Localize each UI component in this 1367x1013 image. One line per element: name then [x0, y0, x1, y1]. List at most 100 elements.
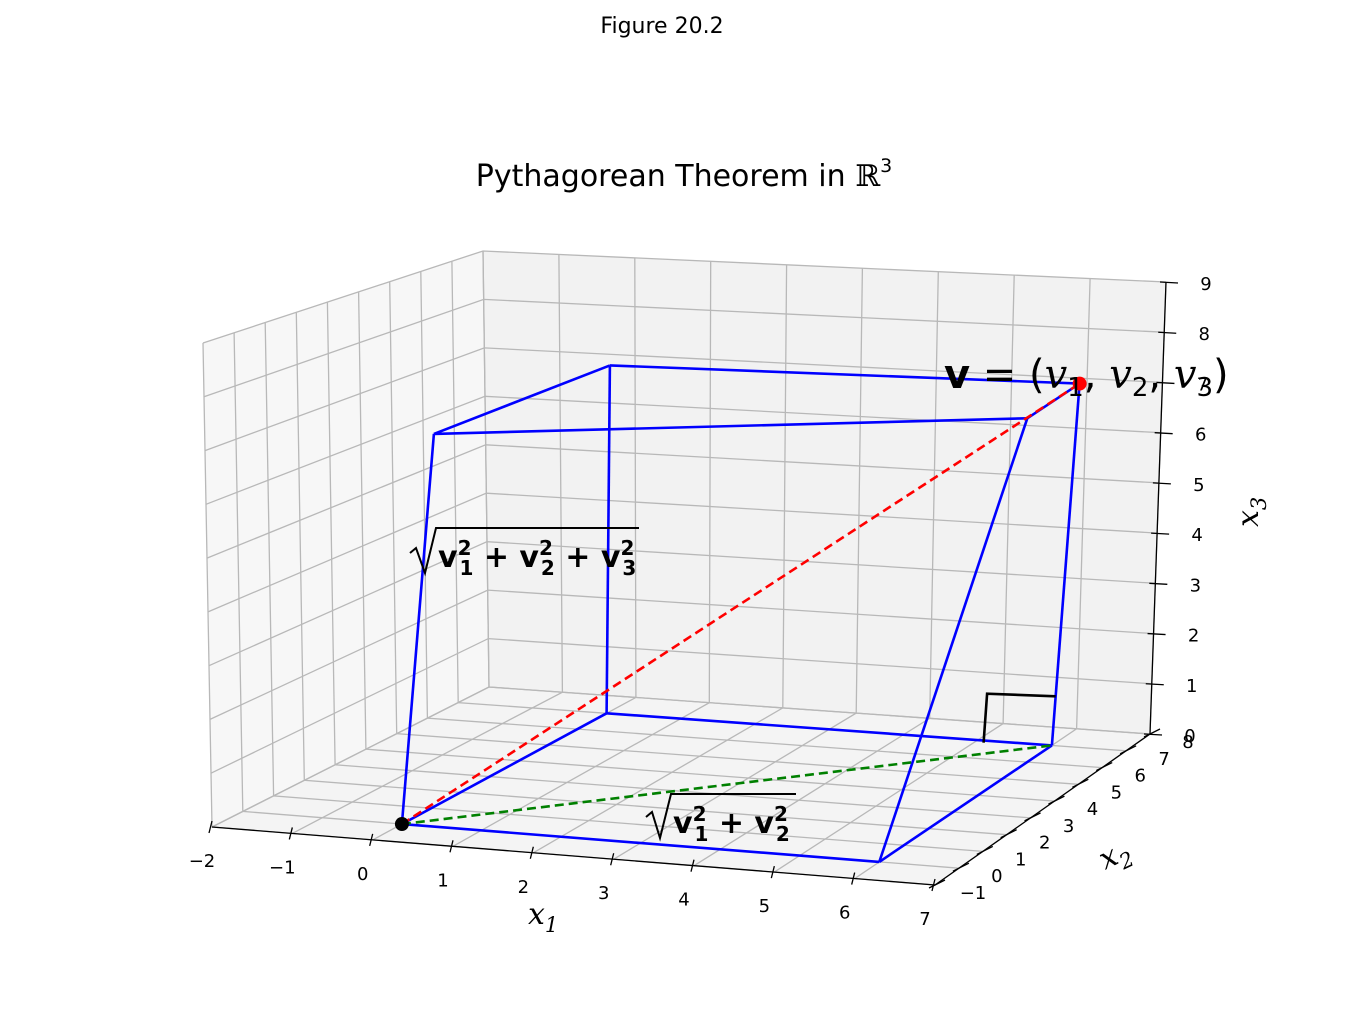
- x3-tick: [1152, 482, 1171, 485]
- x3-tick: [1143, 733, 1163, 736]
- x3-tick: [1156, 381, 1175, 385]
- x2-tick-label: 1: [1015, 849, 1026, 870]
- x2-tick-label: 0: [991, 866, 1002, 887]
- x3-tick-label: 0: [1184, 726, 1195, 747]
- plot-area: [394, 364, 1087, 864]
- right-angle-marker: [982, 692, 1056, 743]
- box-edge: [1050, 383, 1081, 746]
- x1-tick: [529, 846, 534, 859]
- pane-left: [203, 251, 489, 827]
- x2-tick-label: 6: [1134, 766, 1145, 787]
- x1-tick-label: 0: [357, 864, 368, 885]
- gridline-z: [203, 298, 1165, 398]
- x3-tick-label: 5: [1193, 475, 1204, 496]
- x3-tick-label: 3: [1190, 575, 1201, 596]
- x3-tick-label: 1: [1186, 676, 1197, 697]
- x1-tick-label: −1: [269, 857, 296, 878]
- pane-back: [483, 251, 1166, 734]
- gridline-z: [204, 347, 1163, 452]
- x1-tick-label: 6: [839, 903, 850, 924]
- chart-title: Pythagorean Theorem in ℝ3: [476, 155, 892, 194]
- gridline-z: [208, 541, 1156, 667]
- x1-tick-label: 1: [437, 870, 448, 891]
- gridline-z: [207, 492, 1158, 613]
- x2-tick-label: 7: [1158, 749, 1169, 770]
- svg-text:v21 + v22 + v23: v2 1 + v2 2 + v2 3: [438, 536, 636, 580]
- space-diagonal: [401, 382, 1081, 826]
- x1-tick-label: 4: [678, 890, 689, 911]
- box-edge: [401, 822, 880, 864]
- vector-annotation: v = (v1, v2, v3): [944, 352, 1229, 403]
- x3-tick: [1145, 683, 1164, 686]
- chart-title-text: Pythagorean Theorem in: [476, 159, 855, 194]
- x1-tick: [369, 833, 374, 847]
- vector-point: [1072, 376, 1087, 391]
- origin-point: [394, 817, 409, 832]
- x1-tick-label: 3: [598, 883, 609, 904]
- diagonal-length-annotation: v2 1 + v2 2 + v2 3: [409, 527, 639, 580]
- x2-tick-label: 8: [1182, 732, 1193, 753]
- x3-tick: [1149, 582, 1168, 585]
- x2-tick-label: 4: [1087, 799, 1098, 820]
- x3-tick: [1147, 632, 1166, 636]
- x3-axis-label: x3: [1231, 497, 1271, 527]
- box-edge: [878, 744, 1053, 863]
- box-edge: [400, 433, 436, 825]
- box-edge: [609, 364, 1080, 385]
- x2-tick: [1072, 778, 1089, 788]
- x1-tick-label: 2: [518, 877, 529, 898]
- x3-tick: [1154, 432, 1173, 435]
- x1-tick: [851, 872, 856, 885]
- x3-tick: [1158, 331, 1177, 334]
- x1-tick: [610, 853, 615, 866]
- x2-tick-label: 5: [1111, 782, 1122, 803]
- x2-axis-label: x2: [1093, 832, 1138, 881]
- x2-tick-label: −1: [960, 883, 987, 904]
- x1-axis-label: x1: [528, 897, 558, 937]
- x3-tick-label: 2: [1188, 626, 1199, 647]
- x1-tick: [208, 820, 213, 834]
- x3-tick-label: 6: [1195, 425, 1206, 446]
- x2-tick: [1048, 795, 1065, 805]
- box-edge: [433, 364, 611, 436]
- x1-tick-label: −2: [189, 851, 216, 872]
- x2-tick-label: 2: [1039, 833, 1050, 854]
- x3-tick: [1151, 532, 1170, 535]
- x1-tick: [931, 878, 936, 892]
- x1-tick-label: 5: [759, 896, 770, 917]
- figure-suptitle: Figure 20.2: [600, 14, 723, 39]
- x3-tick-label: 9: [1200, 274, 1211, 295]
- vector-annotation-rest: = (: [970, 352, 1045, 398]
- x1-axis-line: [211, 826, 936, 886]
- box-edge: [606, 712, 1052, 747]
- base-length-annotation: v2 1 + v2 2: [645, 793, 796, 846]
- x2-tick: [1095, 761, 1113, 772]
- x3-tick-label: 4: [1191, 525, 1202, 546]
- svg-text:v21 + v22: v2 1 + v2 2: [673, 802, 790, 846]
- x1-tick-label: 7: [919, 909, 930, 930]
- chart-title-exponent: 3: [880, 155, 892, 177]
- gridline-z: [210, 637, 1152, 774]
- gridline-z: [206, 444, 1159, 559]
- x1-tick: [690, 859, 695, 872]
- x3-tick-label: 7: [1197, 374, 1208, 395]
- vector-annotation-bold-v: v: [944, 352, 970, 398]
- x2-tick: [1000, 829, 1017, 839]
- box-edge: [605, 365, 612, 714]
- axes-gridlines: [202, 250, 1167, 886]
- gridline-z: [202, 250, 1167, 344]
- x2-tick: [928, 879, 946, 889]
- gridline-z: [209, 589, 1154, 720]
- box-edge: [878, 417, 1029, 863]
- x2-axis-line: [934, 733, 1151, 886]
- axes-ticks: [208, 281, 1179, 892]
- x2-tick: [1024, 812, 1041, 822]
- x3-axis-line: [1149, 281, 1167, 735]
- box-edge: [433, 417, 1028, 436]
- chart-title-symbol: ℝ: [855, 159, 881, 194]
- x2-tick: [976, 845, 994, 856]
- x2-tick-label: 3: [1063, 816, 1074, 837]
- x3-tick-label: 8: [1198, 324, 1209, 345]
